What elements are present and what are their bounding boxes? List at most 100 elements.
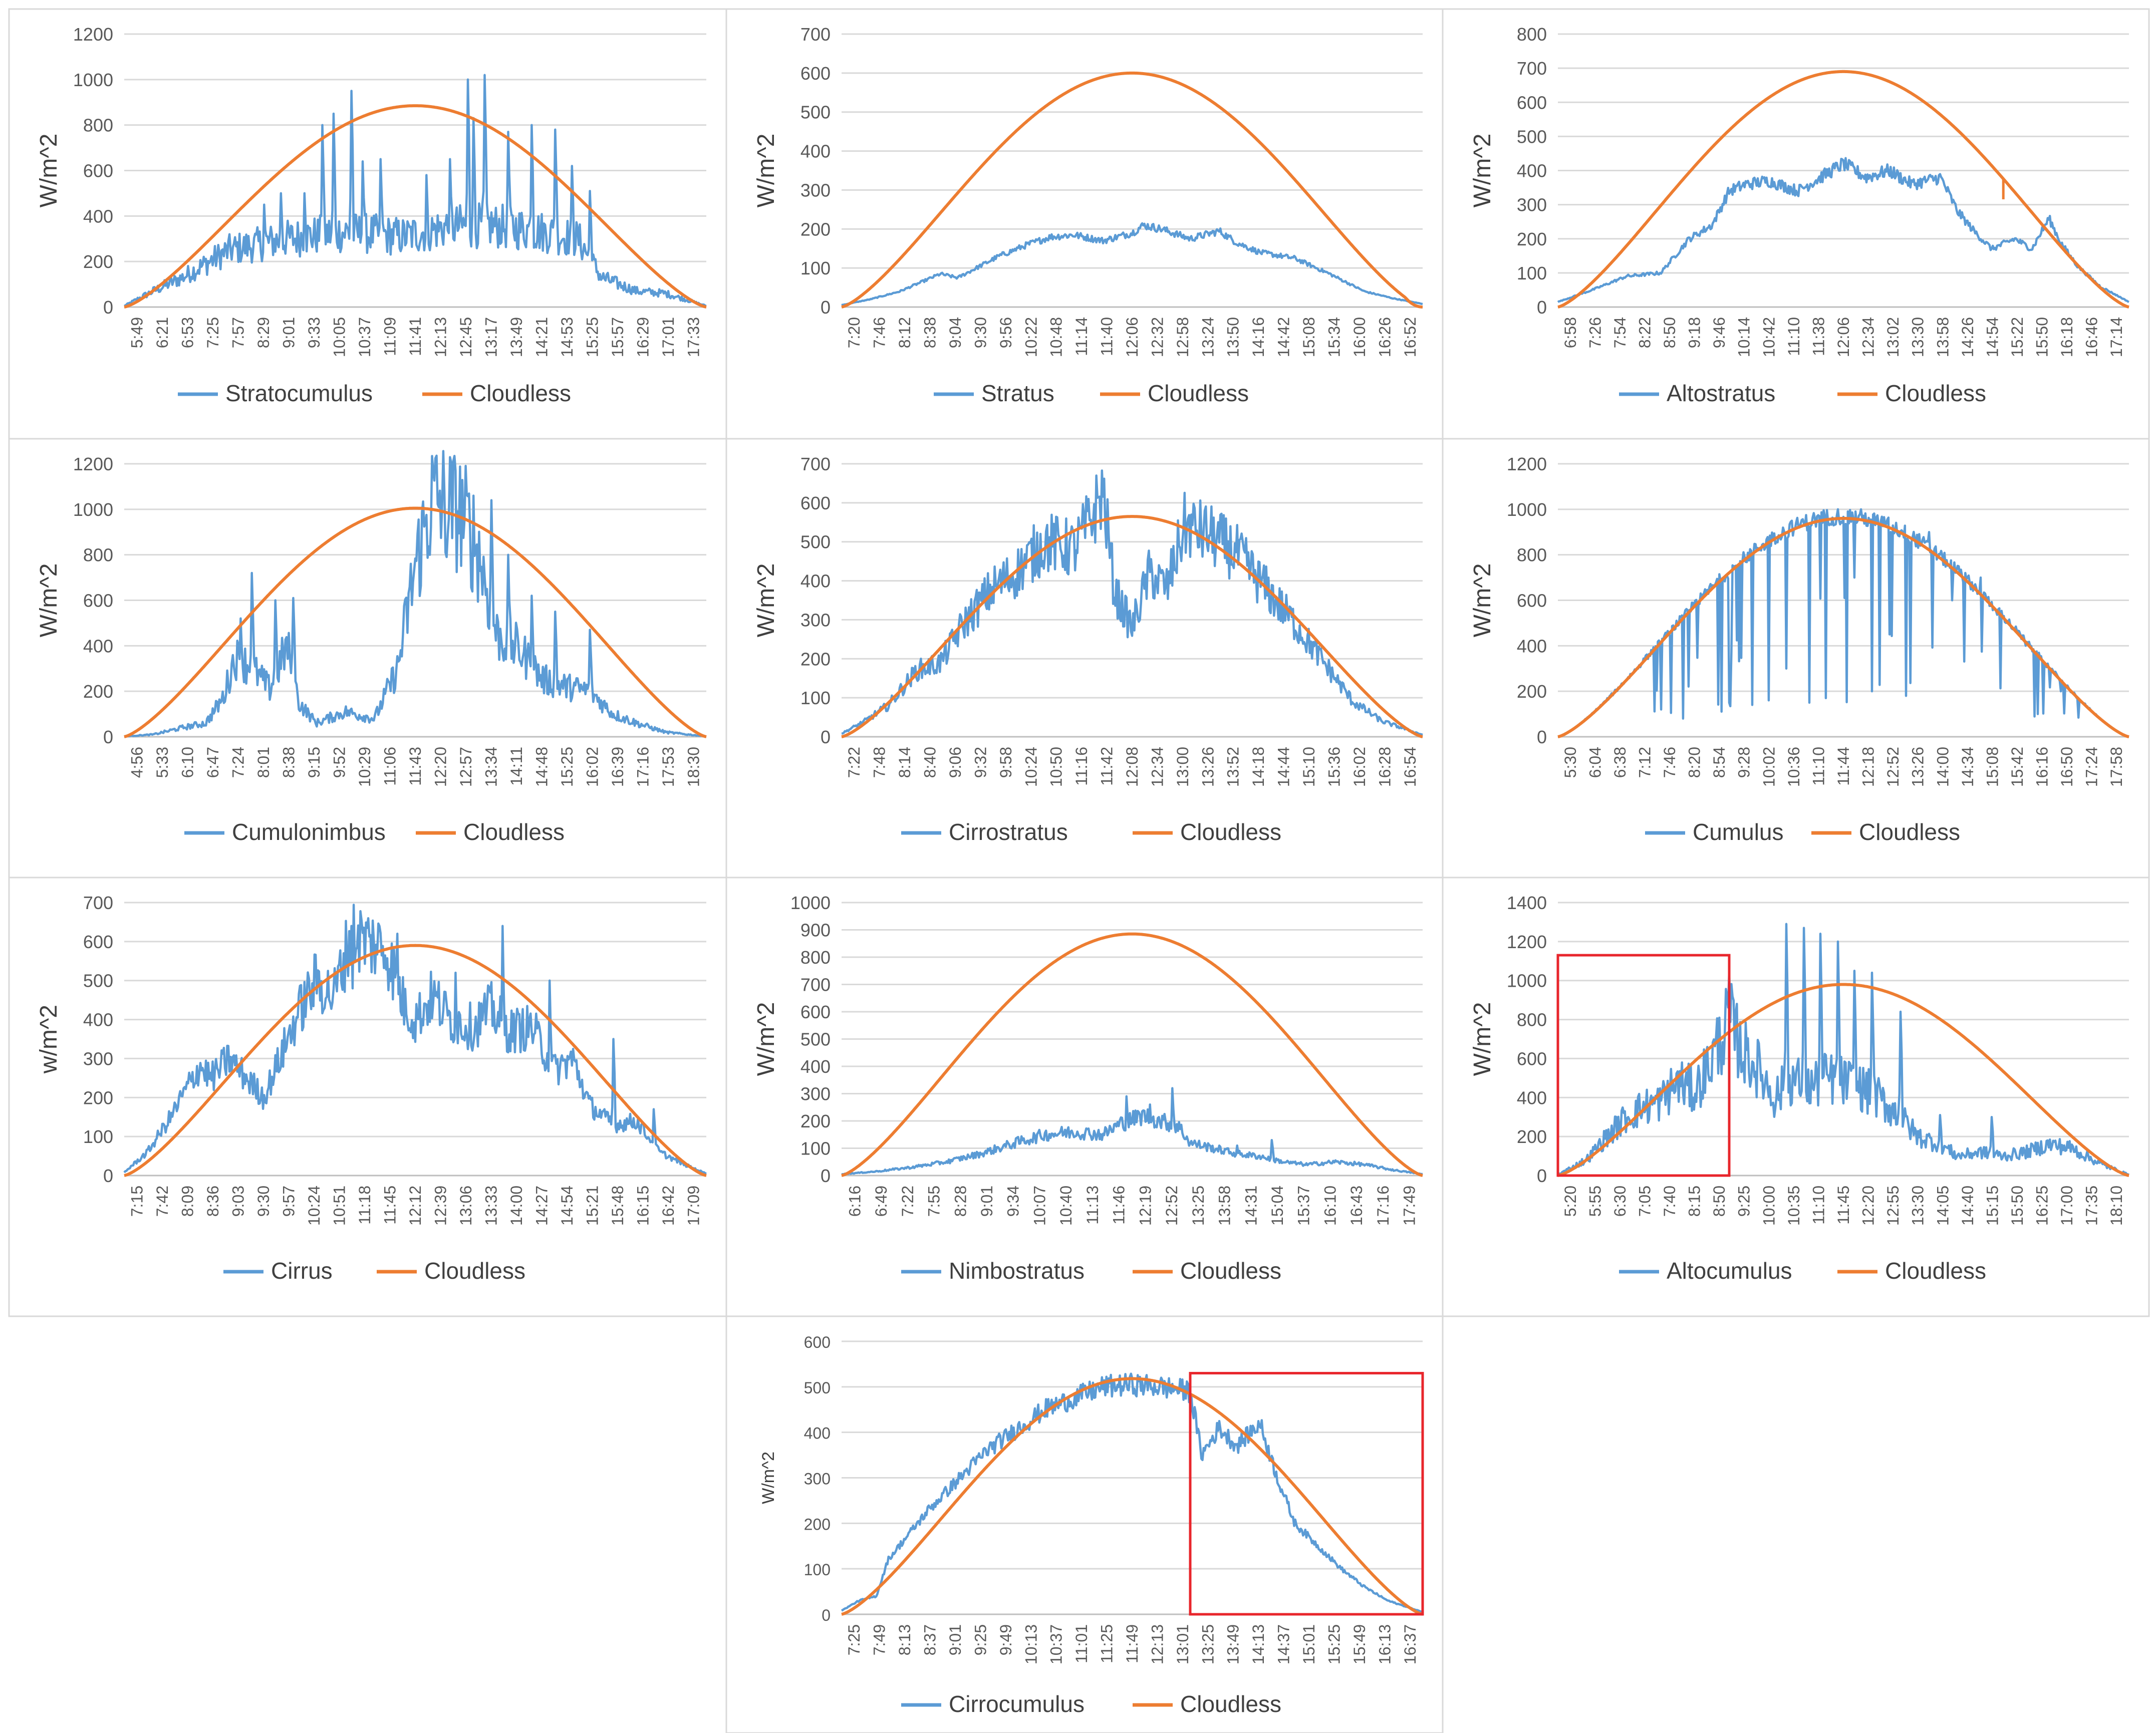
x-tick-label: 16:54 xyxy=(1401,747,1419,787)
chart-panel-8: 0 100 200 300 400 500 600 700 800 900 1000 W/m^2 6:1… xyxy=(725,877,1444,1317)
x-tick-label: 8:22 xyxy=(1636,317,1654,348)
y-tick-label: 600 xyxy=(1517,1048,1547,1069)
x-tick-label: 15:21 xyxy=(584,1186,602,1226)
x-tick-label: 13:50 xyxy=(1224,317,1242,357)
y-tick-label: 500 xyxy=(800,532,831,552)
y-tick-label: 400 xyxy=(804,1424,831,1442)
cloudless-series-line xyxy=(1557,517,2129,738)
x-tick-label: 16:46 xyxy=(2083,317,2101,357)
y-axis-title: W/m^2 xyxy=(759,1452,778,1504)
y-tick-label: 600 xyxy=(1517,591,1547,611)
y-tick-label: 100 xyxy=(83,1126,113,1147)
x-tick-label: 14:40 xyxy=(1959,1186,1977,1226)
y-tick-label: 500 xyxy=(1517,126,1547,147)
x-tick-label: 12:12 xyxy=(406,1186,424,1226)
x-tick-label: 17:14 xyxy=(2107,317,2125,357)
x-tick-label: 9:18 xyxy=(1686,317,1704,348)
x-tick-label: 16:02 xyxy=(1351,747,1369,787)
y-tick-label: 400 xyxy=(1517,636,1547,656)
x-tick-label: 13:17 xyxy=(482,317,500,357)
x-tick-label: 14:16 xyxy=(1249,317,1267,357)
x-tick-label: 13:25 xyxy=(1199,1624,1217,1664)
x-tick-label: 12:57 xyxy=(457,747,475,787)
x-tick-label: 10:24 xyxy=(1022,747,1040,787)
x-tick-label: 14:54 xyxy=(558,1186,576,1226)
x-tick-label: 7:48 xyxy=(871,747,889,778)
chart-panel-4: 0 200 400 600 800 1000 1200 W/m^2 4:56 5:33 6:10 6:… xyxy=(8,438,727,879)
x-tick-label: 10:37 xyxy=(1047,1624,1065,1664)
cloudless-series-line xyxy=(841,515,1423,738)
x-tick-label: 16:00 xyxy=(1351,317,1369,357)
y-axis-title: W/m^2 xyxy=(1469,1002,1496,1076)
x-tick-label: 6:04 xyxy=(1586,747,1604,778)
x-tick-label: 7:05 xyxy=(1636,1186,1654,1217)
measured-series-line xyxy=(841,222,1423,307)
x-tick-label: 12:52 xyxy=(1163,1186,1181,1226)
x-tick-label: 8:12 xyxy=(896,317,914,348)
x-tick-label: 10:00 xyxy=(1760,1186,1778,1226)
y-axis-title: W/m^2 xyxy=(753,134,779,208)
x-tick-label: 8:40 xyxy=(921,747,939,778)
x-tick-label: 16:37 xyxy=(1401,1624,1419,1664)
x-tick-label: 11:10 xyxy=(1809,1186,1827,1225)
legend-cloudless-label: Cloudless xyxy=(1180,1691,1281,1717)
x-tick-label: 15:42 xyxy=(2008,747,2026,787)
chart-panel-5: 0 100 200 300 400 500 600 700 W/m^2 7:22 7:48 8:14 8… xyxy=(725,438,1444,879)
x-tick-label: 18:30 xyxy=(685,747,703,787)
x-tick-label: 7:15 xyxy=(128,1186,146,1217)
x-tick-label: 12:55 xyxy=(1884,1186,1902,1226)
x-tick-label: 10:48 xyxy=(1047,317,1065,357)
x-tick-label: 9:52 xyxy=(330,747,348,778)
y-tick-label: 100 xyxy=(1517,263,1547,283)
cloudless-series-line xyxy=(1557,70,2129,309)
y-tick-label: 300 xyxy=(1517,195,1547,215)
y-tick-label: 500 xyxy=(804,1379,831,1397)
x-tick-label: 11:46 xyxy=(1110,1186,1128,1225)
cloudless-series-line xyxy=(841,932,1423,1177)
y-tick-label: 100 xyxy=(800,688,831,708)
y-tick-label: 400 xyxy=(83,636,113,656)
y-tick-label: 800 xyxy=(83,115,113,136)
x-tick-label: 17:16 xyxy=(1374,1186,1392,1226)
x-tick-label: 16:52 xyxy=(1401,317,1419,357)
x-tick-label: 15:50 xyxy=(2008,1186,2026,1226)
measured-series-line xyxy=(1557,157,2129,303)
y-tick-label: 600 xyxy=(800,1002,831,1022)
y-tick-label: 1000 xyxy=(73,70,113,90)
y-tick-label: 300 xyxy=(83,1048,113,1069)
x-tick-label: 16:42 xyxy=(659,1186,677,1226)
x-tick-label: 10:40 xyxy=(1057,1186,1075,1226)
chart-panel-9: 0 200 400 600 800 1000 1200 1400 W/m^2 5:20 5:55 6:… xyxy=(1442,877,2150,1317)
y-tick-label: 700 xyxy=(800,975,831,995)
x-tick-label: 14:42 xyxy=(1275,317,1293,357)
x-tick-label: 7:20 xyxy=(845,317,863,348)
x-tick-label: 5:33 xyxy=(153,747,171,778)
legend-measured-label: Cirrus xyxy=(271,1258,333,1284)
y-tick-label: 800 xyxy=(800,947,831,968)
y-tick-label: 300 xyxy=(804,1470,831,1488)
x-tick-label: 14:44 xyxy=(1275,747,1293,787)
y-tick-label: 500 xyxy=(800,1029,831,1050)
x-tick-label: 17:33 xyxy=(685,317,703,357)
y-tick-label: 1000 xyxy=(1507,971,1547,991)
y-tick-label: 200 xyxy=(83,1087,113,1108)
x-tick-label: 8:01 xyxy=(254,747,273,778)
x-tick-label: 9:25 xyxy=(971,1624,989,1655)
x-tick-label: 9:30 xyxy=(254,1186,273,1217)
x-tick-label: 16:29 xyxy=(634,317,652,357)
x-tick-label: 18:10 xyxy=(2107,1186,2125,1226)
x-tick-label: 17:53 xyxy=(659,747,677,787)
y-tick-label: 500 xyxy=(83,971,113,991)
legend-cloudless-label: Cloudless xyxy=(1885,380,1986,406)
y-axis-title: W/m^2 xyxy=(1469,563,1496,638)
x-tick-label: 9:34 xyxy=(1004,1186,1022,1217)
y-tick-label: 1200 xyxy=(1507,932,1547,952)
x-tick-label: 14:13 xyxy=(1249,1624,1267,1664)
x-tick-label: 5:55 xyxy=(1586,1186,1604,1217)
x-tick-label: 11:10 xyxy=(1809,747,1827,786)
x-tick-label: 10:37 xyxy=(356,317,374,357)
x-tick-label: 10:50 xyxy=(1047,747,1065,787)
x-tick-label: 11:43 xyxy=(406,747,424,786)
y-axis-title: W/m^2 xyxy=(753,563,779,638)
y-tick-label: 700 xyxy=(800,454,831,474)
